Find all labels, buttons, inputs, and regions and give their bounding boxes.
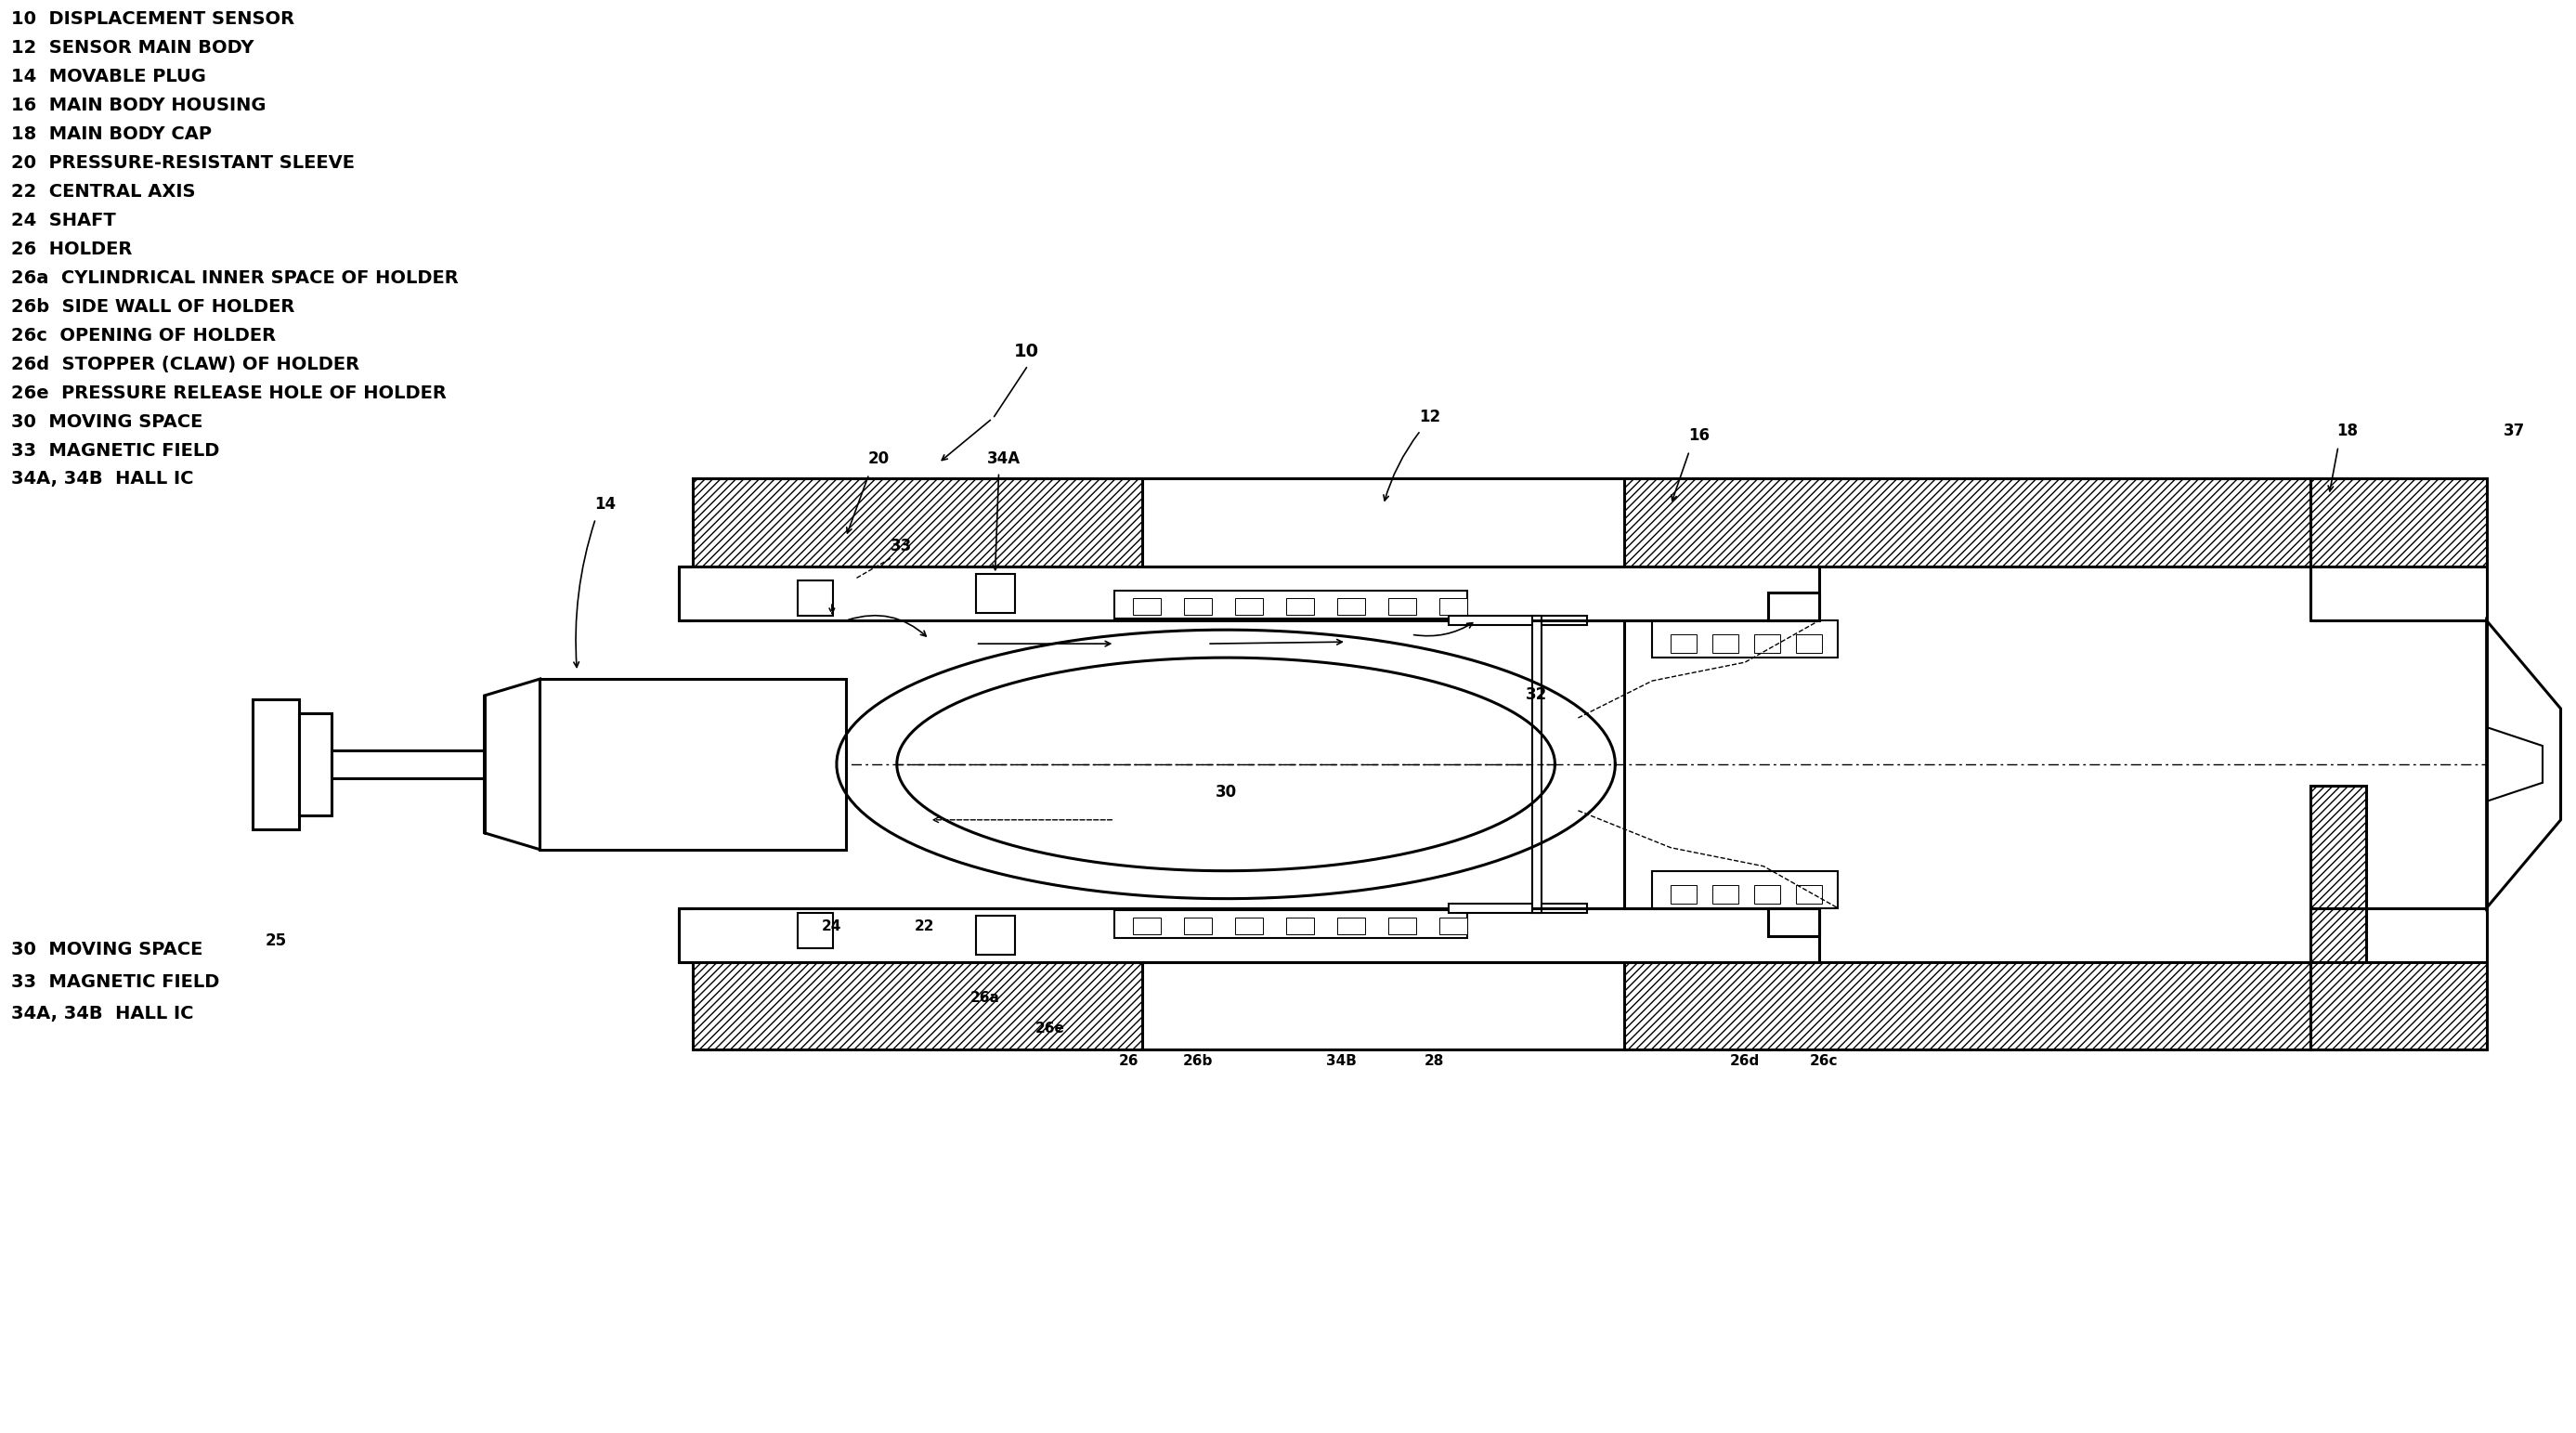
Bar [1754, 635, 1780, 653]
Text: 12  SENSOR MAIN BODY: 12 SENSOR MAIN BODY [10, 39, 255, 57]
Text: 24  SHAFT: 24 SHAFT [10, 212, 116, 229]
Text: 37: 37 [2504, 423, 2524, 438]
Bar [1795, 635, 1821, 653]
Bar [1448, 903, 1587, 913]
Polygon shape [2486, 620, 2561, 909]
Text: 33: 33 [891, 537, 912, 555]
Text: 30: 30 [1216, 784, 1236, 801]
Text: 14: 14 [595, 496, 616, 513]
Bar [1795, 884, 1821, 903]
Bar [1285, 917, 1314, 934]
Text: 10: 10 [1015, 342, 1038, 361]
Text: 12: 12 [1419, 408, 1440, 426]
Text: 14  MOVABLE PLUG: 14 MOVABLE PLUG [10, 67, 206, 86]
Bar [1533, 616, 1540, 913]
Polygon shape [541, 679, 845, 850]
Bar [299, 714, 332, 815]
Bar [1388, 917, 1417, 934]
Bar [799, 580, 832, 616]
Text: 26b: 26b [1182, 1053, 1213, 1068]
Bar [1388, 599, 1417, 615]
Bar [1767, 593, 1819, 620]
Text: 34A, 34B  HALL IC: 34A, 34B HALL IC [10, 470, 193, 489]
Bar [252, 699, 299, 830]
Text: 24: 24 [822, 920, 842, 933]
Bar [693, 962, 1144, 1050]
Text: 26b  SIDE WALL OF HOLDER: 26b SIDE WALL OF HOLDER [10, 298, 296, 315]
Bar [1713, 635, 1739, 653]
Text: 33  MAGNETIC FIELD: 33 MAGNETIC FIELD [10, 441, 219, 460]
Bar [680, 909, 1819, 962]
Bar [693, 479, 1144, 567]
Bar [1672, 884, 1698, 903]
Bar [1115, 910, 1466, 937]
Bar [1440, 917, 1466, 934]
Bar [1625, 479, 2311, 567]
Bar [1651, 620, 1837, 658]
Text: 26d: 26d [1731, 1053, 1759, 1068]
Text: 22  CENTRAL AXIS: 22 CENTRAL AXIS [10, 183, 196, 201]
Text: 18: 18 [2336, 423, 2357, 438]
Bar [976, 916, 1015, 954]
Bar [2311, 962, 2486, 1050]
Bar [1767, 909, 1819, 936]
Text: 34B: 34B [1327, 1053, 1358, 1068]
Text: 26e  PRESSURE RELEASE HOLE OF HOLDER: 26e PRESSURE RELEASE HOLE OF HOLDER [10, 384, 448, 401]
Text: 26: 26 [1118, 1053, 1139, 1068]
Polygon shape [484, 679, 541, 850]
Text: 20: 20 [868, 450, 889, 467]
Text: 26c  OPENING OF HOLDER: 26c OPENING OF HOLDER [10, 327, 276, 344]
Bar [2311, 785, 2365, 1050]
Text: 30  MOVING SPACE: 30 MOVING SPACE [10, 413, 204, 430]
Text: 26  HOLDER: 26 HOLDER [10, 241, 131, 258]
Text: 20  PRESSURE-RESISTANT SLEEVE: 20 PRESSURE-RESISTANT SLEEVE [10, 155, 355, 172]
Bar [1337, 917, 1365, 934]
Text: 33  MAGNETIC FIELD: 33 MAGNETIC FIELD [10, 973, 219, 990]
Bar [1285, 599, 1314, 615]
Bar [1133, 599, 1162, 615]
Bar [1672, 635, 1698, 653]
Bar [1448, 616, 1587, 625]
Bar [1133, 917, 1162, 934]
Bar [976, 575, 1015, 613]
Bar [1651, 871, 1837, 909]
Text: 34A: 34A [987, 450, 1020, 467]
Bar [2311, 479, 2486, 567]
Bar [1234, 599, 1262, 615]
Text: 26a  CYLINDRICAL INNER SPACE OF HOLDER: 26a CYLINDRICAL INNER SPACE OF HOLDER [10, 269, 459, 287]
Bar [1625, 962, 2311, 1050]
Bar [1754, 884, 1780, 903]
Bar [1185, 599, 1211, 615]
Bar [1440, 599, 1466, 615]
Text: 26e: 26e [1036, 1022, 1064, 1036]
Bar [799, 913, 832, 947]
Text: 26c: 26c [1808, 1053, 1837, 1068]
Text: 10  DISPLACEMENT SENSOR: 10 DISPLACEMENT SENSOR [10, 10, 294, 29]
Text: 22: 22 [914, 920, 935, 933]
Bar [680, 567, 1819, 620]
Bar [332, 751, 845, 778]
Text: 32: 32 [1525, 686, 1548, 704]
Text: 16  MAIN BODY HOUSING: 16 MAIN BODY HOUSING [10, 97, 265, 115]
Bar [1115, 590, 1466, 619]
Bar [1337, 599, 1365, 615]
Bar [1185, 917, 1211, 934]
Text: 28: 28 [1425, 1053, 1445, 1068]
Bar [1234, 917, 1262, 934]
Text: 30  MOVING SPACE: 30 MOVING SPACE [10, 940, 204, 959]
Text: 26a: 26a [971, 990, 999, 1005]
Text: 26d  STOPPER (CLAW) OF HOLDER: 26d STOPPER (CLAW) OF HOLDER [10, 355, 361, 373]
Text: 25: 25 [265, 931, 286, 949]
Text: 34A, 34B  HALL IC: 34A, 34B HALL IC [10, 1006, 193, 1023]
Bar [1713, 884, 1739, 903]
Text: 18  MAIN BODY CAP: 18 MAIN BODY CAP [10, 126, 211, 143]
Text: 16: 16 [1687, 427, 1710, 443]
